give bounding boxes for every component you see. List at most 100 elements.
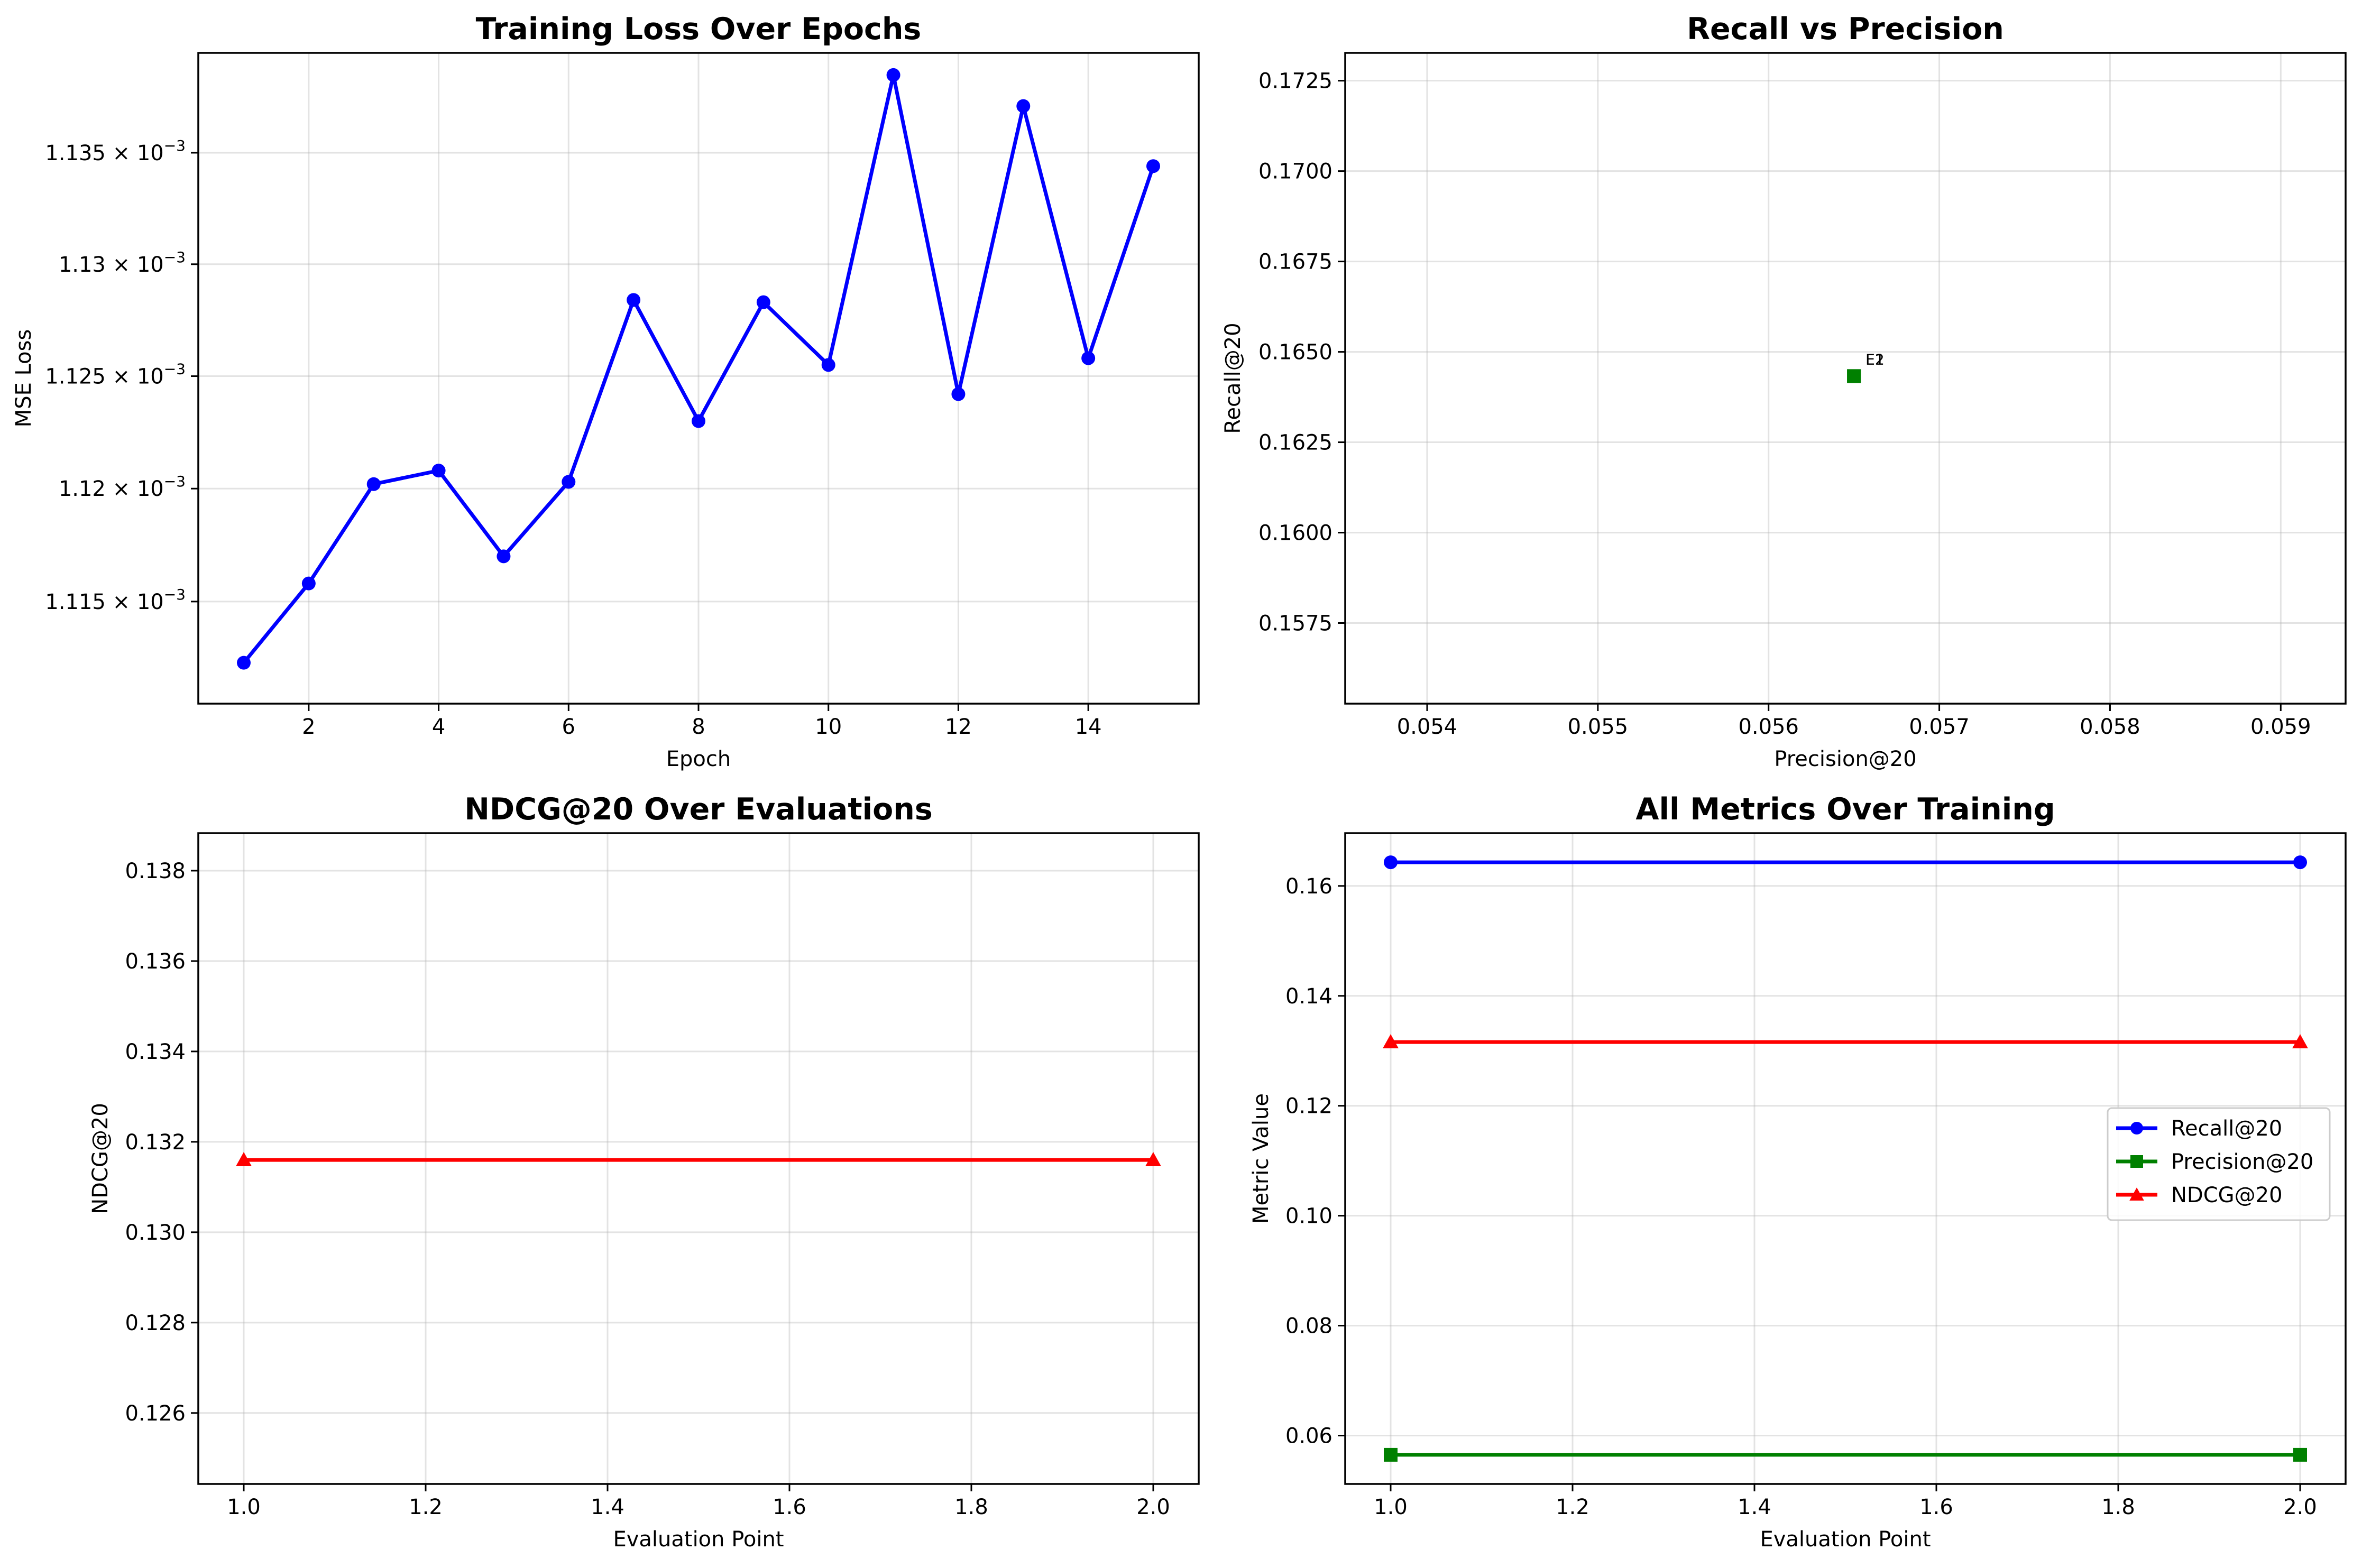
x-tick-label: 12 xyxy=(945,715,972,739)
x-axis-label: Evaluation Point xyxy=(1760,1527,1931,1552)
legend-label: NDCG@20 xyxy=(2171,1183,2283,1207)
y-tick-label: 0.1600 xyxy=(1258,521,1332,546)
legend-frame xyxy=(2107,1107,2331,1221)
y-tick-label: 0.10 xyxy=(1285,1204,1332,1229)
data-point xyxy=(951,387,966,401)
point-annotation: E1 xyxy=(1865,351,1885,368)
legend-label: Recall@20 xyxy=(2171,1117,2282,1141)
y-tick-label: 0.132 xyxy=(125,1130,186,1155)
y-tick-label: 1.115 × 10−3 xyxy=(45,586,186,614)
data-point xyxy=(1384,1447,1398,1462)
chart-panel-1: 2 4 6 8 10 12 14 1.115 × 10−3 1.12 × 10−3 1.125 ×… xyxy=(12,12,1200,771)
data-point xyxy=(2293,855,2307,870)
y-tick-label: 0.16 xyxy=(1285,874,1332,899)
legend-marker xyxy=(2130,1155,2143,1168)
x-tick-label: 14 xyxy=(1075,715,1102,739)
y-tick-label: 0.136 xyxy=(125,949,186,974)
data-point xyxy=(821,358,835,372)
x-tick-label: 0.054 xyxy=(1397,715,1458,739)
x-tick-label: 2.0 xyxy=(1136,1495,1170,1519)
data-point xyxy=(1016,99,1031,113)
data-point xyxy=(756,295,770,309)
axes-frame xyxy=(197,52,1200,705)
y-tick-label: 0.138 xyxy=(125,859,186,883)
y-tick-label: 0.130 xyxy=(125,1221,186,1245)
y-tick-label: 1.12 × 10−3 xyxy=(59,473,186,501)
y-tick-label: 0.126 xyxy=(125,1401,186,1426)
y-tick-label: 0.1725 xyxy=(1258,69,1332,94)
legend-label: Precision@20 xyxy=(2171,1150,2313,1174)
y-tick-label: 0.128 xyxy=(125,1311,186,1335)
data-point xyxy=(2293,1447,2307,1462)
data-point xyxy=(301,576,316,591)
y-tick-label: 1.135 × 10−3 xyxy=(45,137,186,165)
x-tick-label: 8 xyxy=(692,715,705,739)
x-tick-label: 1.2 xyxy=(1556,1495,1589,1519)
y-tick-label: 0.1575 xyxy=(1258,611,1332,635)
y-tick-label: 0.06 xyxy=(1285,1424,1332,1449)
y-axis-label: NDCG@20 xyxy=(88,1103,113,1214)
data-point xyxy=(627,293,641,307)
x-tick-label: 2 xyxy=(302,715,315,739)
data-point xyxy=(1145,1152,1161,1167)
point-annotation: E2 xyxy=(1865,351,1885,368)
x-tick-label: 1.4 xyxy=(1738,1495,1771,1519)
data-point xyxy=(497,549,511,564)
x-axis-label: Precision@20 xyxy=(1774,747,1916,771)
x-tick-label: 1.2 xyxy=(409,1495,443,1519)
data-point xyxy=(692,414,705,428)
x-tick-label: 2.0 xyxy=(2283,1495,2317,1519)
chart-title: NDCG@20 Over Evaluations xyxy=(464,792,933,827)
legend-marker xyxy=(2130,1122,2143,1135)
x-tick-label: 1.6 xyxy=(1919,1495,1953,1519)
y-tick-label: 0.134 xyxy=(125,1040,186,1064)
data-point xyxy=(1383,1034,1399,1049)
data-point xyxy=(562,475,576,489)
axes-frame xyxy=(1344,832,2347,1485)
x-tick-label: 1.8 xyxy=(954,1495,988,1519)
y-tick-label: 1.125 × 10−3 xyxy=(45,361,186,389)
y-axis-label: MSE Loss xyxy=(12,329,36,428)
y-tick-label: 0.1625 xyxy=(1258,431,1332,455)
x-tick-label: 1.0 xyxy=(227,1495,261,1519)
x-tick-label: 1.6 xyxy=(773,1495,806,1519)
y-tick-label: 1.13 × 10−3 xyxy=(59,248,186,277)
data-point xyxy=(886,68,900,82)
data-point xyxy=(2292,1034,2308,1049)
axes-frame xyxy=(197,832,1200,1485)
y-axis-label: Metric Value xyxy=(1249,1093,1273,1224)
x-tick-label: 1.8 xyxy=(2101,1495,2135,1519)
data-point xyxy=(1847,369,1861,383)
x-tick-label: 4 xyxy=(432,715,445,739)
x-tick-label: 6 xyxy=(562,715,575,739)
axes-frame xyxy=(1344,52,2347,705)
y-axis-label: Recall@20 xyxy=(1221,322,1245,433)
legend: Recall@20 Precision@20 NDCG@20 xyxy=(2107,1107,2331,1221)
x-axis-label: Epoch xyxy=(666,747,731,771)
y-tick-label: 0.14 xyxy=(1285,984,1332,1009)
x-tick-label: 1.0 xyxy=(1374,1495,1408,1519)
legend-marker xyxy=(2129,1187,2144,1201)
y-tick-label: 0.12 xyxy=(1285,1094,1332,1119)
y-tick-label: 0.1700 xyxy=(1258,160,1332,184)
chart-title: Recall vs Precision xyxy=(1687,12,2004,47)
x-tick-label: 0.057 xyxy=(1909,715,1970,739)
x-tick-label: 0.059 xyxy=(2250,715,2311,739)
data-point xyxy=(237,656,251,670)
chart-panel-2: 0.054 0.055 0.056 0.057 0.058 0.059 0.1575 0.16… xyxy=(1221,12,2347,771)
chart-panel-4: 1.0 1.2 1.4 1.6 1.8 2.0 0.06 0.08 0.10 0.12 0.14 0.… xyxy=(1249,792,2347,1552)
x-tick-label: 1.4 xyxy=(591,1495,624,1519)
chart-panel-3: 1.0 1.2 1.4 1.6 1.8 2.0 0.126 0.128 0.130 0.132 0.… xyxy=(88,792,1200,1552)
data-point xyxy=(1146,159,1160,173)
x-tick-label: 0.056 xyxy=(1738,715,1799,739)
x-tick-label: 0.058 xyxy=(2080,715,2140,739)
x-tick-label: 0.055 xyxy=(1568,715,1629,739)
data-point xyxy=(431,464,446,478)
data-point xyxy=(1081,351,1096,365)
y-tick-label: 0.1650 xyxy=(1258,340,1332,365)
x-tick-label: 10 xyxy=(815,715,842,739)
chart-title: All Metrics Over Training xyxy=(1635,792,2055,827)
data-point xyxy=(236,1152,252,1167)
data-point xyxy=(366,477,381,491)
